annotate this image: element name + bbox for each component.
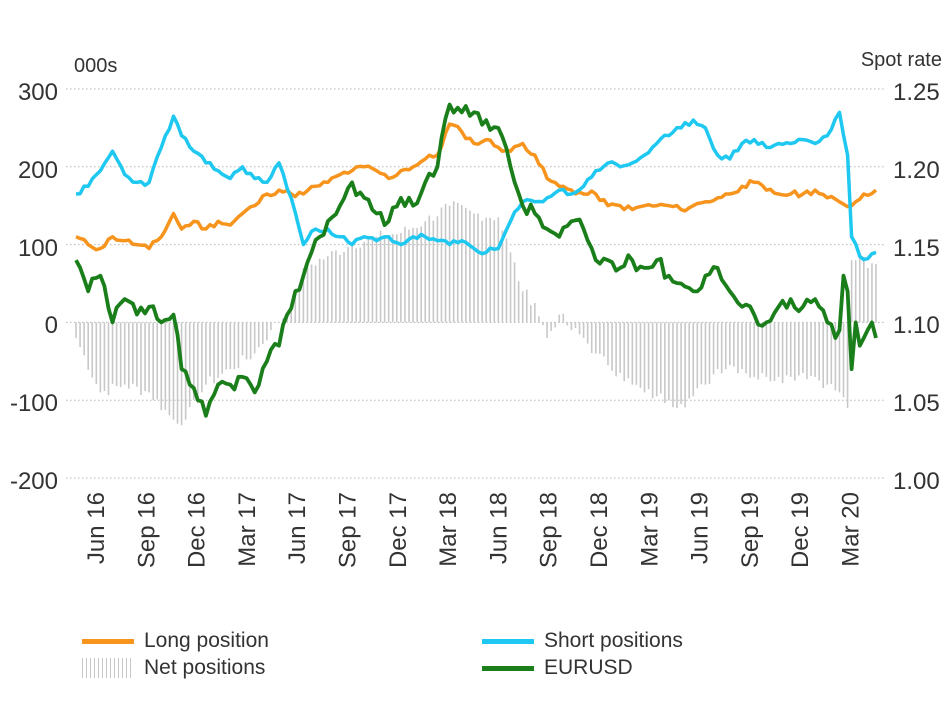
x-tick-label: Mar 18 [435, 492, 462, 567]
legend-item-short: Short positions [482, 629, 683, 653]
x-tick-label: Dec 17 [385, 492, 412, 568]
legend-label-eurusd: EURUSD [544, 656, 633, 679]
x-tick-label: Mar 20 [838, 492, 865, 567]
x-tick-label: Jun 19 [687, 492, 714, 564]
right-axis: Spot rate 1.25 1.20 1.15 1.10 1.05 1.00 [861, 49, 942, 495]
x-tick-label: Dec 18 [586, 492, 613, 568]
x-tick-label: Jun 18 [485, 492, 512, 564]
series-lines [74, 102, 878, 418]
legend-label-short: Short positions [544, 629, 683, 652]
legend-swatch-short [482, 638, 534, 644]
left-tick-label: 200 [18, 157, 58, 184]
right-tick-label: 1.05 [893, 390, 940, 417]
right-tick-label: 1.00 [893, 468, 940, 495]
x-tick-label: Dec 19 [787, 492, 814, 568]
x-tick-label: Sep 19 [737, 492, 764, 568]
net-positions-bars [75, 201, 877, 426]
legend-swatch-net [82, 658, 134, 678]
right-tick-label: 1.20 [893, 157, 940, 184]
x-tick-label: Jun 17 [284, 492, 311, 564]
right-tick-label: 1.15 [893, 235, 940, 262]
right-axis-unit-label: Spot rate [861, 49, 942, 71]
left-tick-label: -100 [10, 390, 58, 417]
series-line-long-position [75, 122, 878, 252]
x-tick-label: Sep 17 [335, 492, 362, 568]
left-axis-unit-label: 000s [74, 55, 117, 77]
legend-item-net: Net positions [82, 656, 265, 680]
series-line-short-positions [75, 110, 877, 262]
x-axis-labels: Jun 16 Sep 16 Dec 16 Mar 17 Jun 17 Sep 17 Dec … [83, 492, 865, 568]
x-tick-label: Mar 17 [234, 492, 261, 567]
legend-label-long: Long position [144, 629, 269, 652]
legend-item-long: Long position [82, 629, 269, 653]
legend-swatch-eurusd [482, 665, 534, 671]
right-tick-label: 1.25 [893, 79, 940, 106]
left-tick-label: 100 [18, 235, 58, 262]
legend-item-eurusd: EURUSD [482, 656, 633, 680]
x-tick-label: Jun 16 [83, 492, 110, 564]
legend-label-net: Net positions [144, 656, 266, 679]
right-tick-label: 1.10 [893, 312, 940, 339]
legend-swatch-long [82, 638, 134, 644]
x-tick-label: Dec 16 [184, 492, 211, 568]
left-tick-label: -200 [10, 468, 58, 495]
x-tick-label: Sep 18 [536, 492, 563, 568]
x-tick-label: Mar 19 [636, 492, 663, 567]
x-tick-label: Sep 16 [133, 492, 160, 568]
series-line-eurusd [74, 102, 878, 418]
left-tick-label: 300 [18, 79, 58, 106]
left-tick-label: 0 [45, 312, 58, 339]
left-axis: 000s 300 200 100 0 -100 -200 [10, 55, 117, 495]
